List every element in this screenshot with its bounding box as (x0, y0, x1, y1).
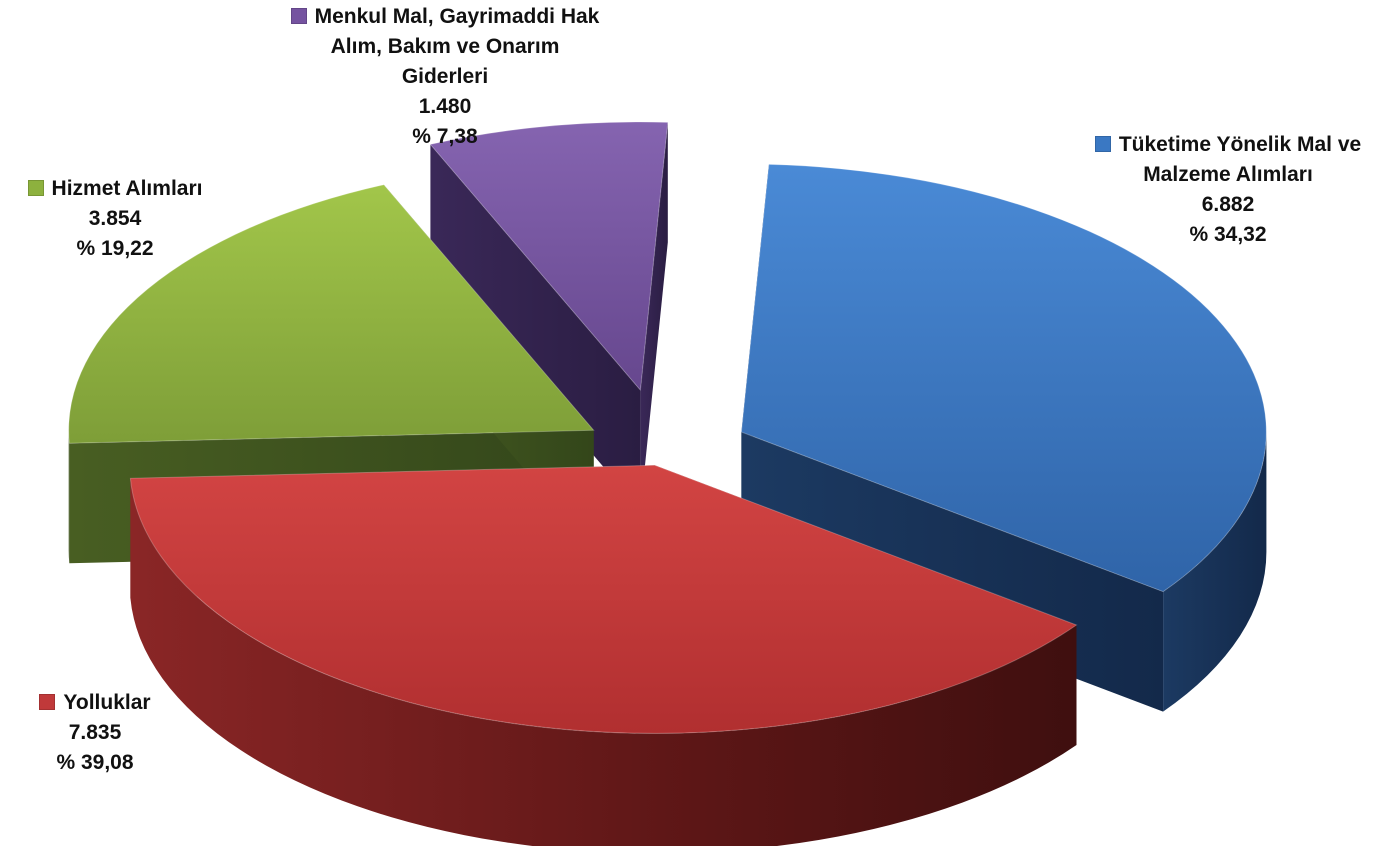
data-label-2-percent: % 39,08 (56, 751, 134, 774)
data-label-4-name-line-2: Alım, Bakım ve Onarım (330, 35, 560, 58)
data-label-4-name-line-1: Menkul Mal, Gayrimaddi Hak (245, 2, 645, 32)
data-label-3-name-line-1: Hizmet Alımları (10, 174, 220, 204)
data-label-1: Tüketime Yönelik Mal ve Malzeme Alımları 6… (1078, 130, 1378, 250)
data-label-2: Yolluklar 7.835 % 39,08 (10, 688, 180, 778)
pie-slice-3 (68, 184, 595, 444)
legend-marker-icon (1094, 136, 1111, 152)
data-label-1-name-line-1: Tüketime Yönelik Mal ve (1078, 130, 1378, 160)
pie-slice-4 (429, 121, 669, 392)
data-label-4-percent: % 7,38 (412, 125, 478, 148)
data-label-4-value: 1.480 (418, 95, 472, 118)
data-label-4-name-line-3: Giderleri (401, 65, 489, 88)
data-label-3: Hizmet Alımları 3.854 % 19,22 (10, 174, 220, 264)
pie-slice-3-side (68, 430, 70, 564)
legend-marker-icon (27, 180, 44, 196)
pie-slice-4-wall-2 (640, 122, 668, 511)
data-label-3-percent: % 19,22 (76, 237, 154, 260)
pie-slice-1 (740, 163, 1267, 593)
data-label-1-percent: % 34,32 (1189, 223, 1267, 246)
pie-slice-1-side (1163, 432, 1267, 712)
pie-slice-2-side (130, 478, 1077, 846)
data-label-3-value: 3.854 (88, 207, 142, 230)
legend-marker-icon (39, 694, 56, 710)
pie-slice-2 (129, 464, 1078, 734)
pie-slice-4-wall-1 (430, 144, 641, 511)
legend-marker-icon (290, 8, 307, 24)
data-label-1-value: 6.882 (1201, 193, 1255, 216)
data-label-1-name-line-2: Malzeme Alımları (1143, 163, 1313, 186)
data-label-2-name-line-1: Yolluklar (10, 688, 180, 718)
data-label-2-value: 7.835 (68, 721, 122, 744)
data-label-4: Menkul Mal, Gayrimaddi Hak Alım, Bakım ve… (245, 2, 645, 152)
